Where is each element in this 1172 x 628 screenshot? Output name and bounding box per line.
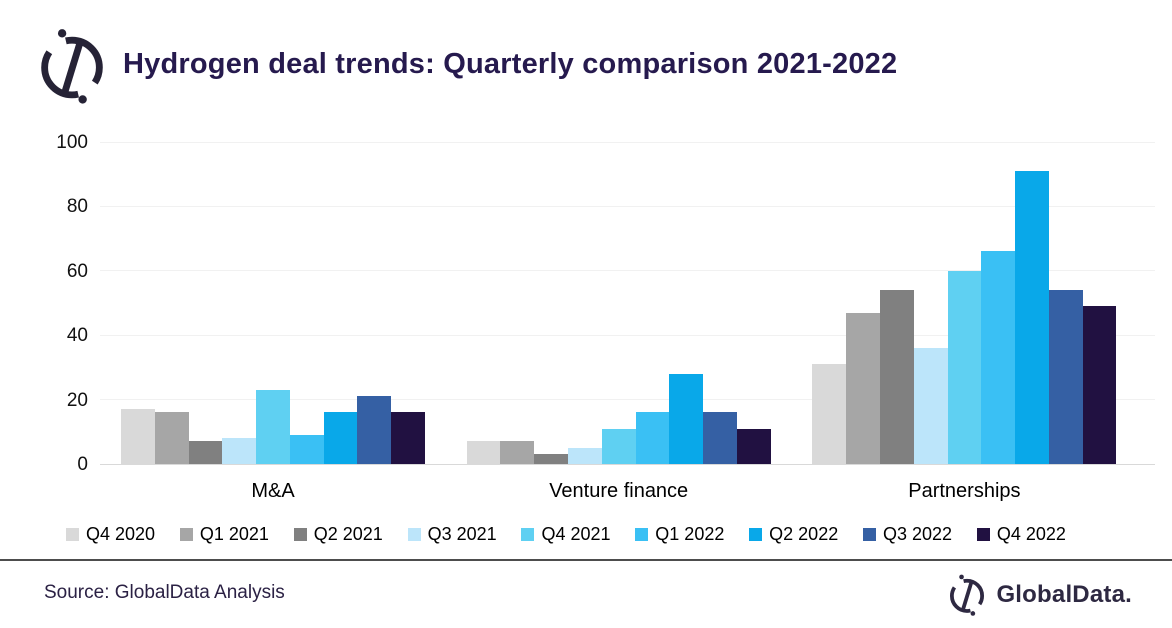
legend-item-q2-2022: Q2 2022 <box>749 524 838 545</box>
legend-label: Q1 2022 <box>655 524 725 544</box>
legend-label: Q1 2021 <box>199 524 269 544</box>
gridline-20 <box>100 399 1155 401</box>
bar-q3-2022 <box>703 412 737 464</box>
legend-label: Q2 2021 <box>313 524 383 544</box>
legend-item-q4-2021: Q4 2021 <box>521 524 611 545</box>
bar-q2-2021 <box>534 454 569 464</box>
legend-label: Q2 2022 <box>769 524 839 544</box>
legend-item-q2-2021: Q2 2021 <box>293 524 383 545</box>
bar-q4-2022 <box>736 428 771 464</box>
brand-name: GlobalData. <box>996 581 1132 608</box>
gridline-40 <box>100 334 1155 336</box>
bar-q1-2022 <box>289 435 324 464</box>
bar-q1-2022 <box>635 412 670 464</box>
bar-q4-2020 <box>812 364 847 464</box>
bar-q2-2021 <box>879 290 914 464</box>
bar-q1-2021 <box>846 312 880 464</box>
bar-q1-2021 <box>154 412 189 464</box>
legend-item-q4-2022: Q4 2022 <box>976 524 1066 545</box>
bar-group-partnerships <box>812 142 1117 464</box>
bar-q3-2022 <box>1048 290 1083 464</box>
footer-divider <box>0 559 1172 561</box>
bar-q2-2022 <box>669 373 704 464</box>
bar-q2-2021 <box>188 441 223 464</box>
y-axis-tick-100: 100 <box>56 132 88 153</box>
bar-group-venture-finance <box>466 142 771 464</box>
category-label-m-a: M&A <box>251 480 295 502</box>
bar-q2-2022 <box>1015 170 1049 464</box>
legend-label: Q4 2022 <box>996 524 1066 544</box>
bar-group-m-a <box>121 142 426 464</box>
category-label-venture-finance: Venture finance <box>549 480 689 502</box>
y-axis-tick-0: 0 <box>77 454 88 475</box>
legend-label: Q4 2020 <box>86 524 156 544</box>
gridline-60 <box>100 270 1155 272</box>
legend-item-q3-2022: Q3 2022 <box>863 524 952 545</box>
bar-q3-2021 <box>568 447 602 464</box>
bar-q3-2021 <box>222 438 257 464</box>
y-axis-tick-80: 80 <box>66 196 88 218</box>
y-axis-tick-20: 20 <box>66 389 88 411</box>
legend-swatch <box>521 528 535 541</box>
gridline-0 <box>100 463 1155 465</box>
plot-area <box>100 141 1155 465</box>
bar-q1-2021 <box>500 441 535 464</box>
gridline-80 <box>100 205 1155 207</box>
legend-item-q3-2021: Q3 2021 <box>407 524 497 545</box>
bar-q3-2022 <box>357 396 392 464</box>
legend-label: Q4 2021 <box>541 524 611 544</box>
legend-swatch <box>293 528 307 541</box>
globaldata-logo-icon <box>41 29 103 104</box>
legend-swatch <box>407 528 421 541</box>
legend-swatch <box>66 528 79 541</box>
page-title: Hydrogen deal trends: Quarterly comparis… <box>123 48 898 80</box>
bar-q4-2021 <box>256 389 290 464</box>
source-text: Source: GlobalData Analysis <box>44 582 285 603</box>
bar-q4-2022 <box>1082 306 1117 464</box>
brand-lockup: GlobalData. <box>946 572 1132 618</box>
legend-swatch <box>863 528 877 541</box>
bar-q4-2021 <box>947 270 982 464</box>
bar-q3-2021 <box>913 348 948 464</box>
legend-swatch <box>749 528 763 541</box>
bar-q4-2021 <box>601 428 636 464</box>
legend-item-q1-2021: Q1 2021 <box>179 524 269 545</box>
bar-q4-2022 <box>391 412 426 464</box>
bar-q4-2020 <box>121 409 155 464</box>
legend-swatch <box>635 528 649 541</box>
chart-legend: Q4 2020 Q1 2021 Q2 2021 Q3 2021 Q4 2021 Q1 20… <box>66 524 1066 545</box>
legend-label: Q3 2021 <box>427 524 497 544</box>
legend-swatch <box>179 528 193 541</box>
y-axis-tick-60: 60 <box>66 260 88 282</box>
legend-item-q4-2020: Q4 2020 <box>66 524 155 545</box>
legend-label: Q3 2022 <box>883 524 953 544</box>
gridline-100 <box>100 141 1155 143</box>
globaldata-logo-icon <box>950 574 985 616</box>
category-label-partnerships: Partnerships <box>908 480 1021 502</box>
y-axis-tick-40: 40 <box>66 325 88 347</box>
bar-q1-2022 <box>981 251 1016 464</box>
legend-swatch <box>976 528 990 541</box>
bar-q4-2020 <box>466 441 501 464</box>
legend-item-q1-2022: Q1 2022 <box>635 524 724 545</box>
bar-q2-2022 <box>323 412 358 464</box>
